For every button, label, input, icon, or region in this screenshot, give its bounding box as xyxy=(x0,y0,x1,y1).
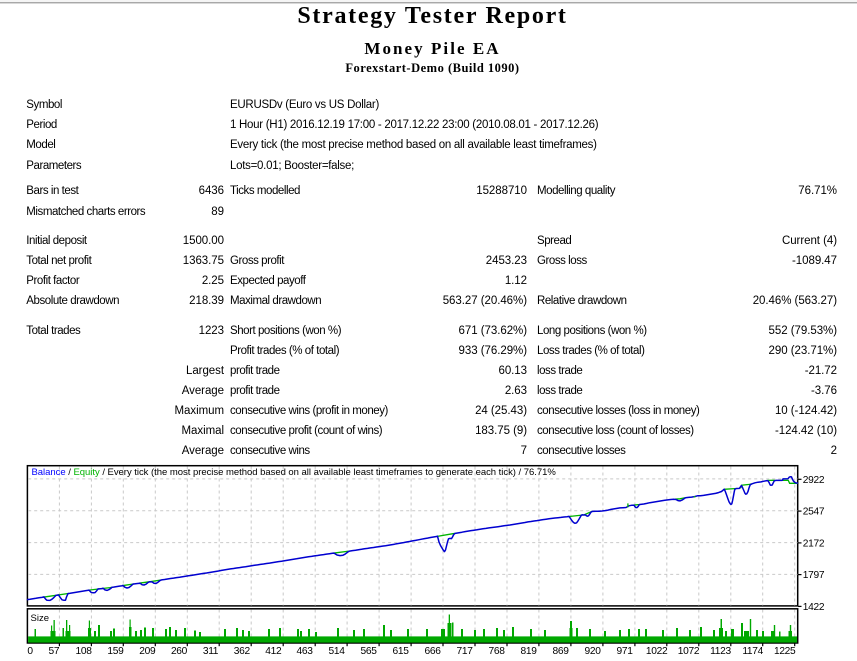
svg-text:412: 412 xyxy=(265,646,282,657)
svg-text:2922: 2922 xyxy=(803,475,825,486)
svg-text:159: 159 xyxy=(107,646,124,657)
svg-text:666: 666 xyxy=(425,646,442,657)
svg-text:1174: 1174 xyxy=(742,646,763,657)
svg-text:1072: 1072 xyxy=(678,646,700,657)
svg-text:2547: 2547 xyxy=(803,507,825,518)
svg-text:Size: Size xyxy=(31,613,49,624)
svg-text:1422: 1422 xyxy=(803,602,825,613)
svg-text:260: 260 xyxy=(171,646,188,657)
svg-text:819: 819 xyxy=(521,646,538,657)
svg-text:0: 0 xyxy=(27,646,33,657)
svg-text:Balance / Equity / Every tick: Balance / Equity / Every tick (the most … xyxy=(32,467,557,478)
svg-text:2172: 2172 xyxy=(803,539,825,550)
svg-text:971: 971 xyxy=(617,646,634,657)
svg-text:869: 869 xyxy=(553,646,570,657)
svg-text:57: 57 xyxy=(49,646,60,657)
svg-text:615: 615 xyxy=(393,646,410,657)
svg-text:362: 362 xyxy=(234,646,251,657)
svg-text:920: 920 xyxy=(585,646,602,657)
svg-text:717: 717 xyxy=(457,646,474,657)
svg-text:463: 463 xyxy=(297,646,314,657)
svg-text:1123: 1123 xyxy=(710,646,731,657)
svg-text:1797: 1797 xyxy=(803,570,825,581)
svg-text:768: 768 xyxy=(489,646,506,657)
svg-text:1022: 1022 xyxy=(646,646,668,657)
svg-text:1225: 1225 xyxy=(774,646,796,657)
svg-text:108: 108 xyxy=(76,646,93,657)
svg-text:565: 565 xyxy=(361,646,378,657)
svg-text:209: 209 xyxy=(139,646,156,657)
svg-text:311: 311 xyxy=(203,646,219,657)
svg-text:514: 514 xyxy=(329,646,346,657)
